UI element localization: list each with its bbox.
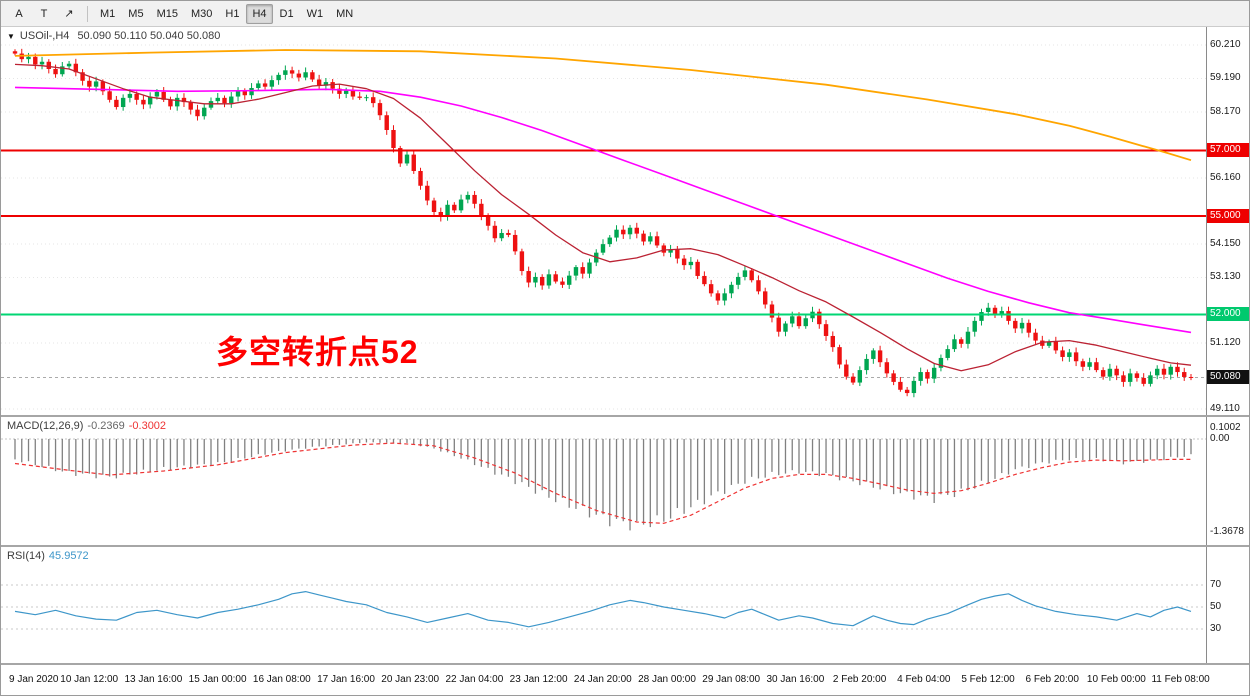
macd-name: MACD(12,26,9) [7,420,84,432]
rsi-axis-label: 70 [1210,579,1222,590]
price-badge-52.000: 52.000 [1207,307,1249,322]
macd-canvas[interactable] [1,417,1208,545]
timeframe-button-m5[interactable]: M5 [128,7,144,20]
price-axis[interactable]: 60.210 59.190 58.170 56.160 54.150 53.130 51.1… [1206,27,1249,415]
price-axis-label: 56.160 [1210,171,1241,183]
ma-fast-line [14,63,1192,372]
rsi-indicator-pane[interactable]: RSI(14) 45.9572 70 50 30 [1,547,1249,663]
price-axis-label: 59.190 [1210,72,1241,84]
chart-title-overlay: ▼ USOil-,H4 50.090 50.110 50.040 50.080 [7,30,220,42]
candlestick-series [12,48,1194,398]
rsi-axis[interactable]: 70 50 30 [1206,547,1249,663]
time-axis-label: 29 Jan 08:00 [702,674,761,685]
toolbar: A T ↗ M1 M5 M15 M30 H1 H4 D1 W1 MN [1,1,1249,27]
timeframe-button-mn[interactable]: MN [336,7,354,20]
chart-annotation-text[interactable]: 多空转折点52 [216,334,419,370]
ma-mid-line [14,86,1192,334]
tool-button-group: A T ↗ [7,4,81,24]
rsi-value: 45.9572 [48,550,89,562]
rsi-name: RSI(14) [7,550,45,562]
time-axis-label: 10 Jan 12:00 [60,674,119,685]
time-axis-label: 20 Jan 23:00 [381,674,440,685]
macd-axis-label: 0.1002 [1210,422,1241,433]
time-axis-label: 16 Jan 08:00 [252,674,311,685]
main-chart-canvas[interactable] [1,27,1208,415]
pane-divider[interactable] [1,415,1249,417]
time-axis-label: 17 Jan 16:00 [317,674,375,685]
cursor-tool-button[interactable]: ↗ [64,8,74,20]
macd-main-value: -0.2369 [87,420,125,432]
timeframe-button-m30[interactable]: M30 [190,7,213,20]
timeframe-button-w1[interactable]: W1 [306,7,324,20]
time-axis-label: 23 Jan 12:00 [509,674,568,685]
chart-title: USOil-,H4 [19,30,70,42]
price-axis-label: 60.210 [1210,39,1241,51]
ohlc-readout: 50.090 50.110 50.040 50.080 [77,30,221,42]
ma-slow-line [14,49,1192,162]
timeframe-button-group: M1 M5 M15 M30 H1 H4 D1 W1 MN [94,3,359,24]
price-badge-50.080: 50.080 [1207,370,1249,385]
price-axis-label: 51.120 [1210,337,1241,349]
macd-indicator-pane[interactable]: MACD(12,26,9) -0.2369 -0.3002 0.1002 0.00 -1… [1,417,1249,545]
price-axis-label: 53.130 [1210,271,1241,283]
pane-divider [1,663,1249,665]
time-axis-label: 24 Jan 20:00 [573,674,632,685]
font-tool-button[interactable]: A [15,7,23,20]
time-axis-label: 6 Feb 20:00 [1025,674,1079,685]
price-badge-57.000: 57.000 [1207,143,1249,158]
macd-signal-line [14,442,1191,524]
main-chart-pane[interactable]: ▼ USOil-,H4 50.090 50.110 50.040 50.080 多空… [1,27,1249,415]
price-axis-label: 49.110 [1210,403,1240,415]
time-axis-label: 10 Feb 00:00 [1086,674,1146,685]
time-axis-label: 15 Jan 00:00 [188,674,247,685]
toolbar-separator [87,5,88,22]
rsi-line [14,591,1192,628]
time-axis-label: 22 Jan 04:00 [445,674,504,685]
text-tool-button[interactable]: T [40,7,48,20]
rsi-axis-label: 30 [1210,623,1222,634]
time-axis[interactable]: 9 Jan 2020 10 Jan 12:00 13 Jan 16:00 15 Jan… [1,665,1249,695]
chart-area: ▼ USOil-,H4 50.090 50.110 50.040 50.080 多空… [1,27,1249,695]
rsi-canvas[interactable] [1,547,1208,663]
macd-signal-value: -0.3002 [128,420,167,432]
time-axis-label: 30 Jan 16:00 [766,674,825,685]
time-axis-label: 11 Feb 08:00 [1151,674,1210,685]
macd-axis[interactable]: 0.1002 0.00 -1.3678 [1206,417,1249,545]
time-axis-label: 13 Jan 16:00 [124,674,183,685]
price-badge-55.000: 55.000 [1207,208,1249,223]
timeframe-button-d1[interactable]: D1 [279,7,294,20]
macd-histogram [14,439,1192,531]
timeframe-button-h4[interactable]: H4 [246,3,273,24]
time-axis-label: 9 Jan 2020 [9,674,59,685]
pane-divider[interactable] [1,545,1249,547]
time-axis-label: 4 Feb 04:00 [897,674,951,685]
time-axis-label: 5 Feb 12:00 [961,674,1015,685]
price-axis-label: 54.150 [1210,237,1241,249]
macd-label-row: MACD(12,26,9) -0.2369 -0.3002 [7,420,170,432]
collapse-chart-icon[interactable]: ▼ [7,32,15,41]
time-axis-label: 2 Feb 20:00 [832,674,887,685]
price-axis-label: 58.170 [1210,105,1241,117]
timeframe-button-h1[interactable]: H1 [225,7,240,20]
rsi-label-row: RSI(14) 45.9572 [7,550,93,562]
timeframe-button-m15[interactable]: M15 [156,7,178,20]
rsi-axis-label: 50 [1210,601,1222,612]
timeframe-button-m1[interactable]: M1 [100,7,116,20]
macd-axis-label: -1.3678 [1210,526,1244,537]
time-axis-label: 28 Jan 00:00 [638,674,696,685]
macd-axis-label: 0.00 [1210,433,1230,444]
